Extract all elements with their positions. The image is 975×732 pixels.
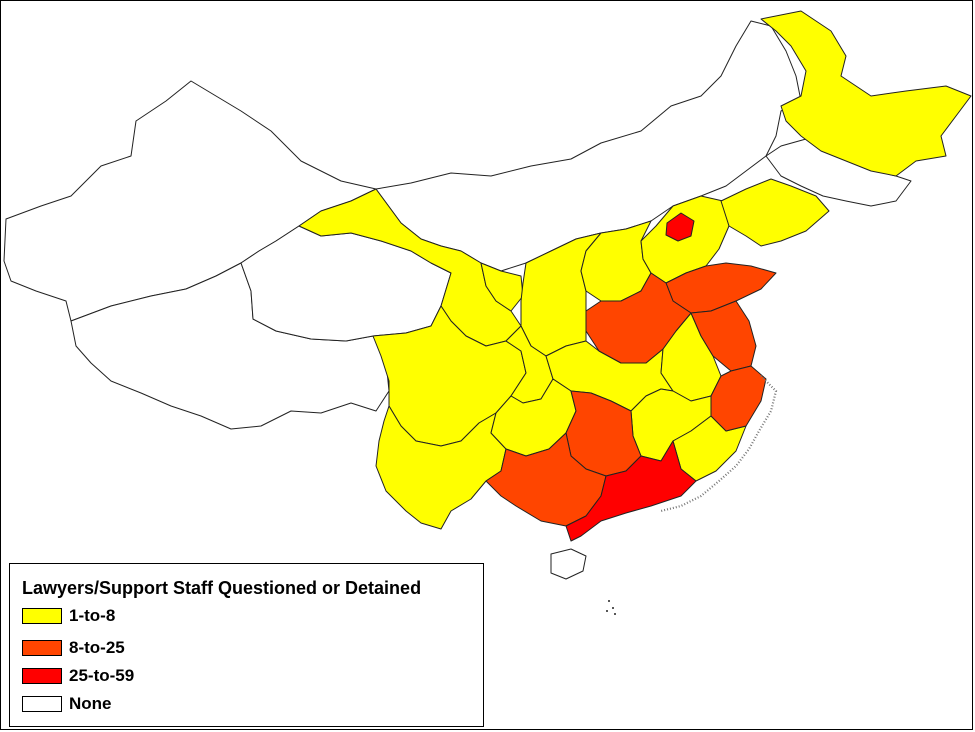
island-dot	[606, 610, 608, 612]
island-dot	[612, 607, 614, 609]
province-jiangsu	[690, 300, 757, 372]
province-heilongjiang	[760, 10, 972, 177]
province-liaoning	[720, 178, 830, 247]
province-guangxi	[485, 432, 607, 527]
legend-label: None	[69, 694, 112, 713]
province-beijing	[665, 212, 695, 242]
province-hainan	[550, 548, 587, 580]
legend-title: Lawyers/Support Staff Questioned or Deta…	[22, 578, 422, 598]
legend-swatch	[22, 608, 62, 624]
legend-item-none: None	[22, 694, 112, 714]
legend-label: 25-to-59	[69, 666, 135, 685]
legend-swatch	[22, 696, 62, 712]
legend-item-8-to-25: 8-to-25	[22, 638, 125, 658]
province-ningxia	[480, 262, 524, 312]
legend-item-25-to-59: 25-to-59	[22, 666, 134, 686]
legend-item-1-to-8: 1-to-8	[22, 606, 115, 626]
island-dot	[614, 613, 616, 615]
legend-swatch	[22, 640, 62, 656]
province-guangdong	[565, 440, 697, 542]
coastline-islands	[660, 375, 778, 513]
legend: Lawyers/Support Staff Questioned or Deta…	[9, 563, 484, 727]
province-inner-mongolia	[375, 20, 802, 272]
province-zhejiang	[710, 365, 767, 432]
legend-label: 8-to-25	[69, 638, 125, 657]
legend-label: 1-to-8	[69, 606, 116, 625]
island-dot	[608, 600, 610, 602]
legend-swatch	[22, 668, 62, 684]
